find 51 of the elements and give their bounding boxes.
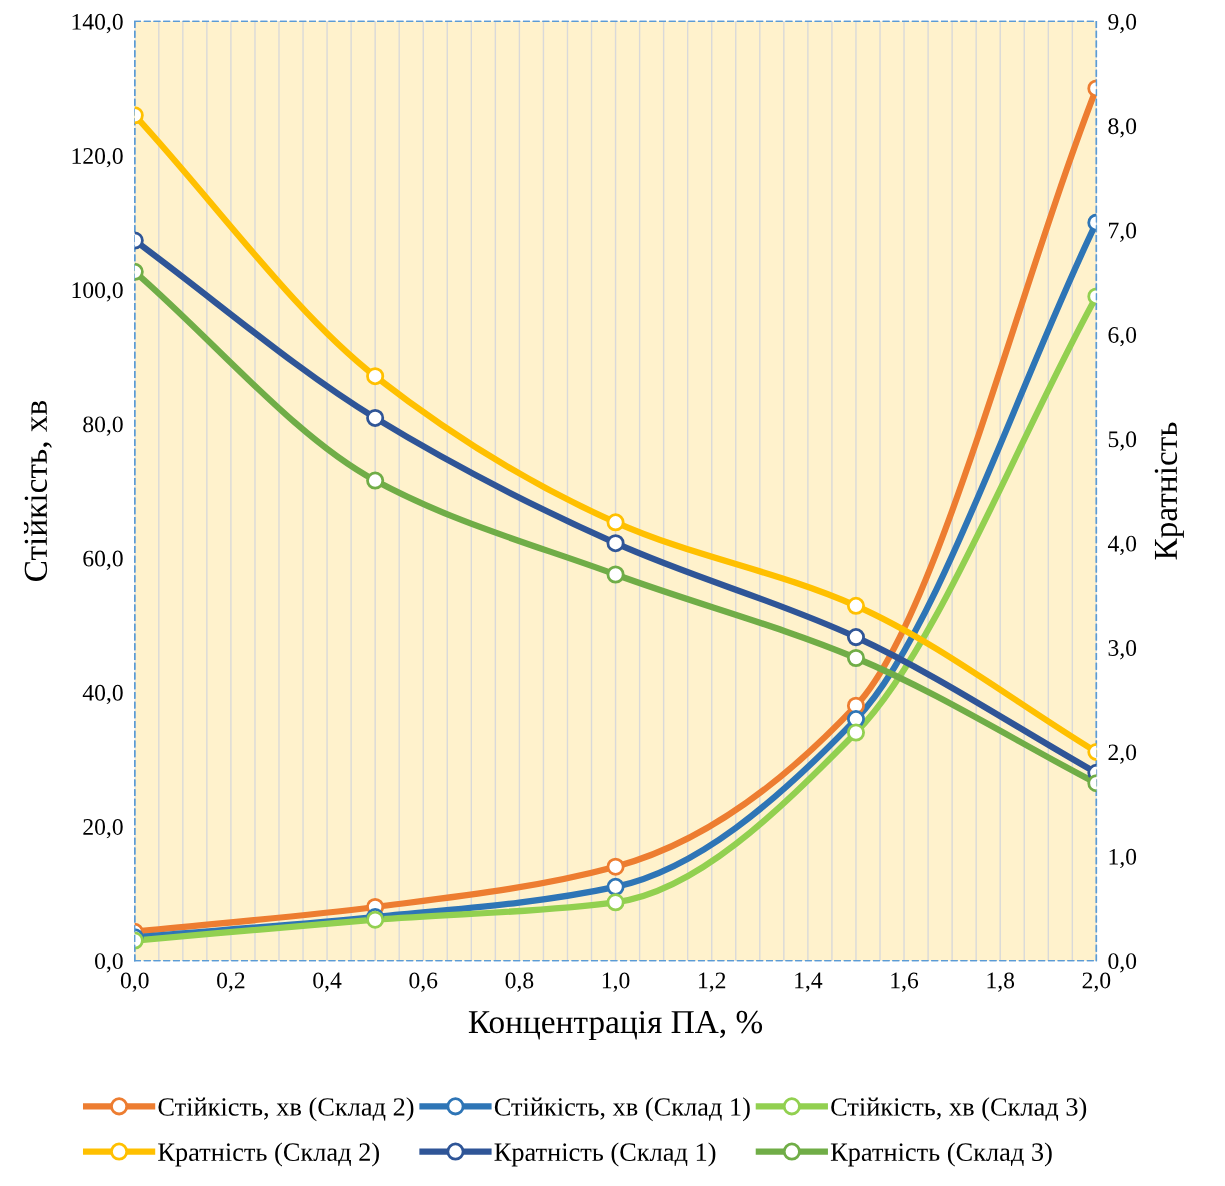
x-tick-label: 1,8: [987, 972, 1015, 992]
legend-label: Кратність (Склад 3): [830, 1142, 1052, 1167]
y-tick-label: 120,0: [72, 148, 123, 168]
point: [366, 367, 385, 386]
point: [606, 513, 625, 532]
y2-tick-label: 2,0: [1108, 744, 1137, 764]
point: [846, 648, 865, 668]
x-tick-label: 1,6: [891, 972, 919, 992]
legend-label: Кратність (Склад 1): [494, 1142, 716, 1167]
y2-tick-label: 3,0: [1108, 640, 1137, 660]
x-tick-label: 1,2: [699, 972, 726, 992]
y2-tick-label: 8,0: [1108, 118, 1137, 138]
point: [846, 723, 865, 742]
y-tick-label: 60,0: [83, 550, 123, 570]
legend-label: Стійкість, хв (Склад 2): [158, 1097, 414, 1122]
y2-tick-label: 4,0: [1107, 535, 1137, 556]
y2-axis-title: Кратність: [1154, 422, 1184, 560]
x-tick-label: 1,0: [602, 972, 630, 992]
x-axis-title: Концентрація ПА, %: [468, 1010, 763, 1041]
y-tick-label: 80,0: [83, 416, 123, 436]
legend-label: Кратність (Склад 2): [158, 1142, 379, 1167]
point: [606, 877, 625, 896]
legend-label: Стійкість, хв (Склад 3): [831, 1097, 1087, 1122]
point: [846, 596, 865, 615]
x-tick-label: 0,6: [409, 972, 438, 992]
y2-tick-label: 0,0: [1108, 953, 1137, 973]
x-tick-label: 0,2: [217, 972, 245, 992]
point: [606, 857, 625, 876]
point: [366, 408, 385, 427]
x-tick-label: 0,8: [505, 972, 534, 992]
point: [606, 534, 625, 553]
point: [606, 565, 625, 584]
y-tick-label: 40,0: [82, 684, 123, 705]
y-tick-label: 20,0: [83, 818, 123, 839]
y2-tick-label: 5,0: [1108, 431, 1137, 451]
x-tick-label: 0,0: [120, 972, 149, 992]
point: [606, 893, 625, 912]
point: [846, 628, 865, 647]
x-tick-label: 1,4: [795, 972, 823, 992]
y-tick-label: 0,0: [95, 953, 123, 973]
x-tick-label: 2,0: [1082, 972, 1111, 992]
y-axis-title: Стійкість, хв: [23, 400, 52, 581]
y2-tick-label: 7,0: [1109, 222, 1137, 242]
y-tick-label: 100,0: [72, 282, 123, 302]
legend-label: Стійкість, хв (Склад 1): [494, 1097, 750, 1122]
y2-tick-label: 9,0: [1108, 13, 1137, 34]
point: [366, 471, 385, 490]
y2-tick-label: 1,0: [1109, 848, 1137, 869]
x-tick-label: 0,4: [313, 972, 342, 992]
y2-tick-label: 6,0: [1108, 326, 1137, 347]
y-tick-label: 140,0: [72, 13, 123, 34]
